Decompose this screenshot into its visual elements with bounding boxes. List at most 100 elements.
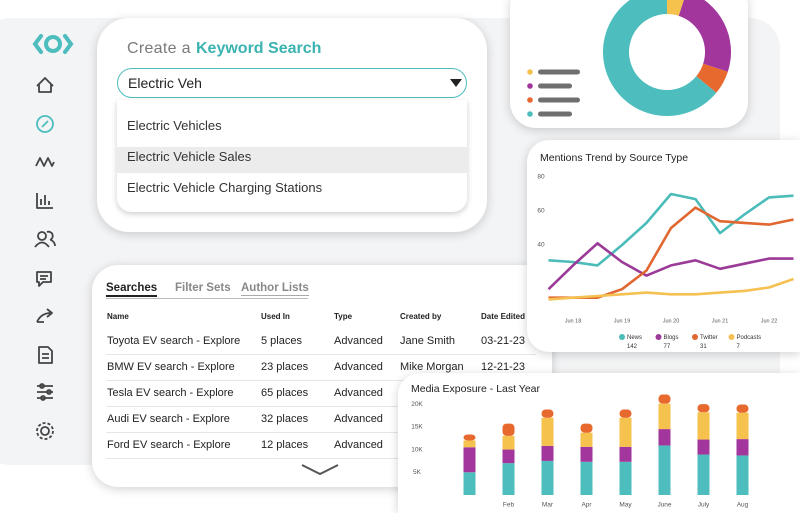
legend-dot (527, 111, 533, 117)
y-tick-label: 20K (411, 401, 423, 408)
bar-segment (658, 445, 671, 495)
bar-segment (463, 434, 476, 441)
bar-segment (463, 440, 476, 448)
trend-line (548, 192, 794, 267)
legend-label: News (627, 335, 642, 341)
column-header: Created by (400, 312, 442, 321)
bar-segment (541, 445, 554, 461)
legend-dot (728, 334, 735, 340)
table-cell[interactable]: Tesla EV search - Explore (107, 387, 234, 399)
table-cell[interactable]: Toyota EV search - Explore (107, 335, 241, 347)
table-cell: Mike Morgan (400, 361, 464, 373)
search-input[interactable]: Electric Veh (117, 68, 467, 98)
tab[interactable]: Filter Sets (175, 282, 231, 294)
bar-segment (736, 412, 749, 440)
trend-line (548, 277, 794, 301)
y-tick-label: 10K (411, 446, 423, 453)
x-tick-label: Apr (581, 502, 592, 509)
search-title-prefix: Create a (127, 40, 191, 57)
donut-chart (527, 0, 731, 117)
x-tick-label: Mar (542, 502, 554, 509)
exposure-card: Media Exposure - Last Year 5K 10K 15K 20K Feb… (398, 373, 800, 513)
legend-bar (538, 69, 580, 75)
dropdown-arrow[interactable] (450, 79, 462, 87)
table-cell: Advanced (334, 413, 383, 425)
x-tick-label: Jun 22 (761, 318, 778, 324)
bar-segment (502, 435, 515, 450)
table-cell: 23 places (261, 361, 309, 373)
bar-segment (541, 460, 554, 495)
x-tick-label: Jun 21 (712, 318, 729, 324)
bar-segment (658, 429, 671, 446)
donut-slice (678, 0, 731, 72)
bar-segment (580, 432, 593, 447)
legend-total: 77 (664, 344, 671, 350)
donut-slice (696, 63, 728, 93)
bar-segment (619, 461, 632, 495)
nav-icons[interactable] (34, 77, 56, 440)
dropdown-option[interactable]: Electric Vehicles (127, 118, 222, 133)
table-cell[interactable]: Audi EV search - Explore (107, 413, 230, 425)
table-cell: 5 places (261, 335, 302, 347)
dropdown-option[interactable]: Electric Vehicle Charging Stations (127, 180, 323, 195)
table-cell: Advanced (334, 361, 383, 373)
row-divider (106, 380, 536, 381)
table-cell: Advanced (334, 387, 383, 399)
row-divider (106, 458, 536, 459)
x-tick-label: Jun 19 (614, 318, 631, 324)
table-cell[interactable]: BMW EV search - Explore (107, 361, 235, 373)
bar-segment (541, 409, 554, 418)
legend-total: 142 (627, 344, 638, 350)
x-tick-label: Aug (737, 502, 749, 509)
table-cell: 65 places (261, 387, 309, 399)
column-header: Date Edited (481, 312, 526, 321)
x-tick-label: Jun 18 (565, 318, 582, 324)
y-tick-label: 5K (413, 469, 422, 476)
bar-segment (463, 472, 476, 495)
tab[interactable]: Searches (106, 282, 158, 297)
x-tick-label: Feb (503, 502, 515, 509)
y-tick-label: 40 (537, 242, 545, 249)
legend-total: 7 (737, 344, 741, 350)
y-tick-label: 60 (537, 208, 545, 215)
bar-segment (502, 449, 515, 464)
sidebar (32, 34, 74, 440)
donut-card (510, 0, 748, 128)
column-header: Type (334, 312, 353, 321)
table-cell[interactable]: Ford EV search - Explore (107, 439, 231, 451)
table-cell: 12 places (261, 439, 309, 451)
bar-segment (697, 439, 710, 455)
x-tick-label: July (698, 502, 710, 509)
dropdown-list: Electric Vehicles Electric Vehicle Sales E… (117, 100, 467, 212)
bar-segment (736, 404, 749, 413)
bar-segment (697, 404, 710, 413)
scroll-chevron[interactable] (300, 463, 340, 477)
dropdown-option[interactable]: Electric Vehicle Sales (127, 149, 252, 164)
bar-segment (580, 423, 593, 433)
trend-card: Mentions Trend by Source Type 40 60 80 Jun 1… (527, 140, 800, 352)
trend-line (547, 242, 794, 291)
legend-dot (527, 83, 533, 89)
legend-dot (527, 97, 533, 103)
legend-bar (538, 83, 572, 89)
x-tick-label: Jun 20 (663, 318, 680, 324)
bar-segment (658, 394, 671, 404)
bar-segment (736, 455, 749, 495)
table-cell: Jane Smith (400, 335, 456, 347)
table-cell: Advanced (334, 335, 383, 347)
exposure-chart: Media Exposure - Last Year 5K 10K 15K 20K Feb… (411, 383, 749, 509)
y-tick-label: 15K (411, 424, 423, 431)
legend-bar (538, 111, 572, 117)
bar-segment (580, 461, 593, 495)
bar-segment (502, 423, 515, 436)
tab[interactable]: Author Lists (241, 282, 309, 296)
y-tick-label: 80 (537, 174, 545, 181)
chart-title: Media Exposure - Last Year (411, 383, 540, 395)
donut-slice (667, 0, 684, 16)
legend-bar (538, 97, 580, 103)
tab-rule (106, 298, 308, 299)
legend-dot (655, 334, 662, 340)
legend-label: Podcasts (737, 335, 762, 341)
legend-label: Twitter (700, 335, 718, 341)
row-divider (106, 432, 536, 433)
